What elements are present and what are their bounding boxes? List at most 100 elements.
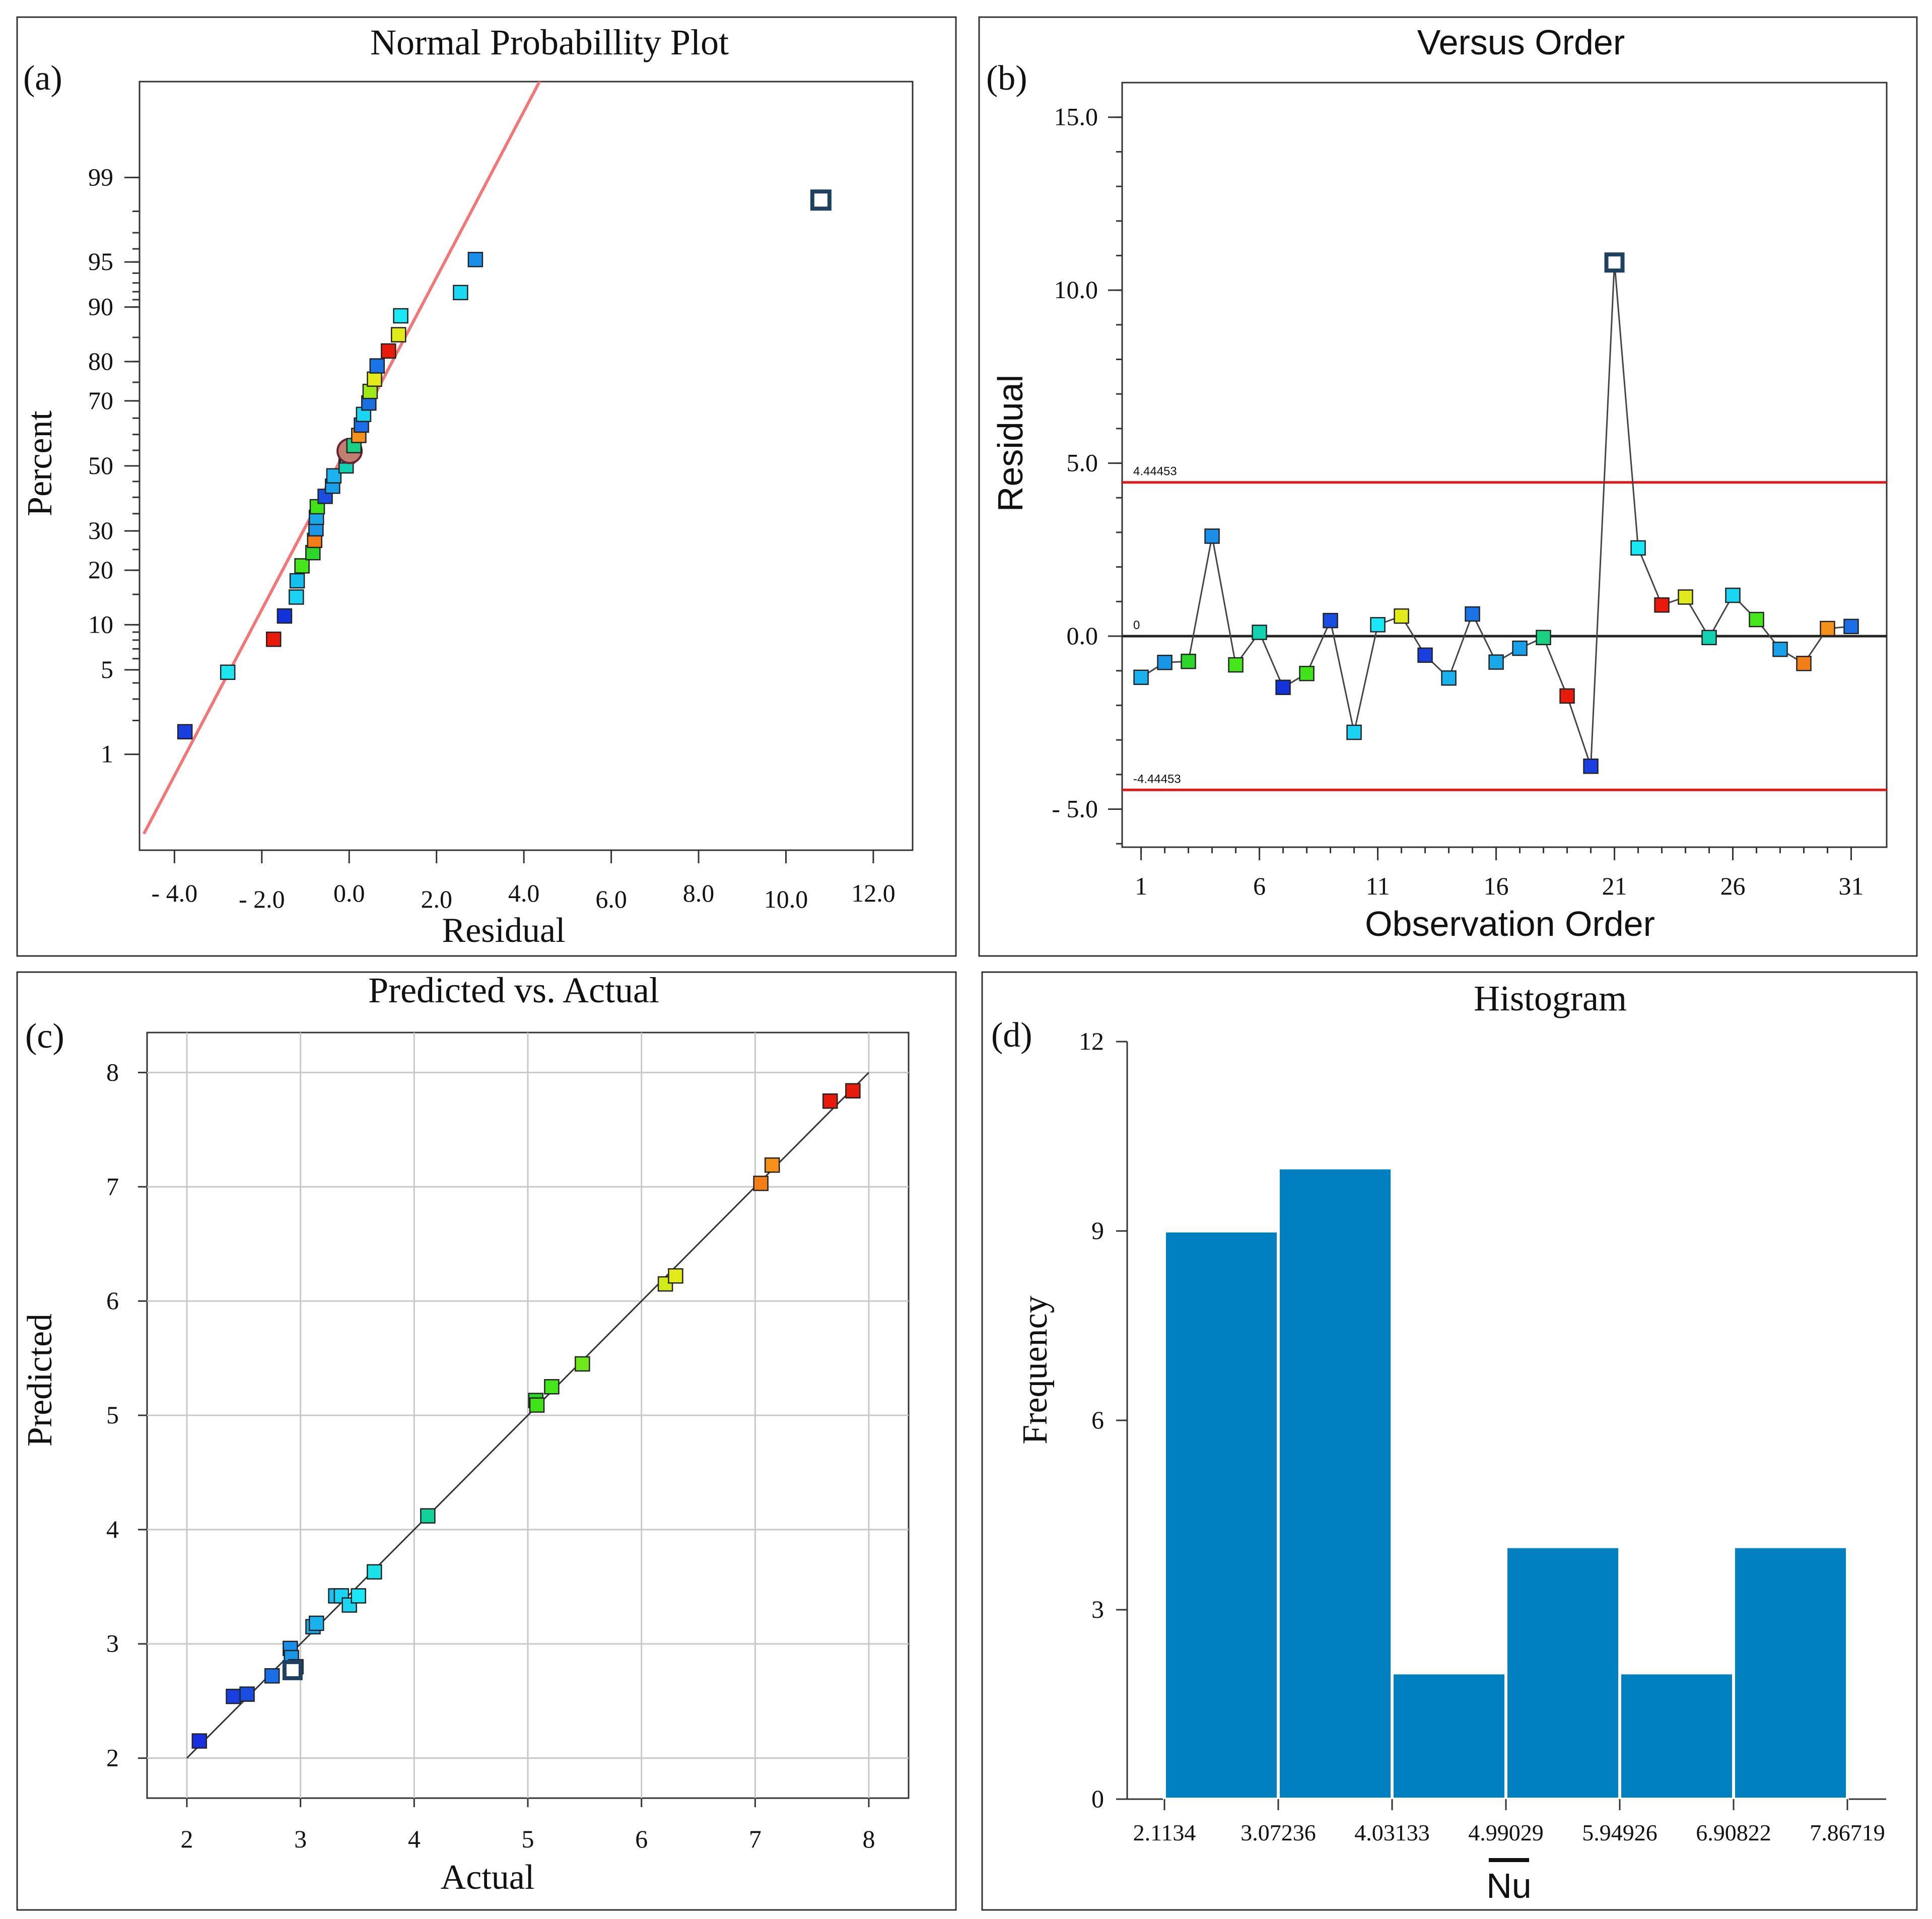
panel-b-point	[1772, 641, 1788, 657]
panel-b-series	[1133, 252, 1859, 774]
panel-b-lower-limit-label: -4.44453	[1133, 772, 1181, 786]
panel-c-point	[845, 1083, 861, 1099]
panel-b-y-ticks: - 5.0 0.0 5.0 10.0 15.0	[1052, 103, 1122, 845]
panel-c-y-tick-label: 7	[106, 1172, 119, 1200]
panel-a-x-tick-label: 10.0	[764, 885, 808, 913]
panel-a-y-tick-label: 70	[88, 386, 113, 415]
panel-a-x-tick-label: 4.0	[508, 879, 540, 907]
panel-d-y-tick-label: 12	[1079, 1027, 1104, 1055]
panel-c-point	[420, 1508, 436, 1524]
panel-b-control-limits: 4.44453 -4.44453 0	[1122, 465, 1887, 791]
panel-a-point	[220, 664, 236, 680]
panel-c-x-tick-label: 5	[522, 1825, 534, 1853]
panel-d: Histogram (d) 0 3 6 9 12 2.1134 3.07236 4.03133…	[981, 971, 1918, 1911]
panel-b-border	[978, 16, 1918, 957]
panel-c-point	[191, 1733, 208, 1749]
panel-d-x-tick-label: 5.94926	[1582, 1820, 1658, 1845]
panel-b-x-tick-label: 21	[1602, 872, 1627, 900]
panel-c-point	[239, 1686, 255, 1702]
panel-c-y-tick-label: 2	[106, 1744, 119, 1772]
panel-b-point	[1820, 621, 1835, 637]
panel-c-title: Predicted vs. Actual	[368, 970, 659, 1010]
panel-d-y-tick-label: 0	[1091, 1785, 1104, 1813]
panel-c-points	[191, 1083, 861, 1749]
panel-b-point	[1796, 656, 1812, 671]
panel-c-x-tick-label: 7	[749, 1825, 762, 1853]
panel-c-point	[764, 1157, 780, 1173]
panel-a-point	[381, 343, 396, 359]
panel-a-x-tick-label: - 4.0	[152, 879, 198, 907]
panel-c-y-tick-label: 6	[106, 1286, 119, 1315]
panel-b-point	[1204, 528, 1220, 544]
panel-b-label: (b)	[986, 59, 1027, 98]
panel-d-bar	[1163, 1229, 1280, 1801]
panel-b-point	[1701, 630, 1717, 646]
panel-b-point	[1181, 653, 1196, 669]
panel-b-x-tick-label: 11	[1365, 872, 1390, 900]
panel-b-point	[1252, 625, 1267, 640]
panel-b-point	[1536, 630, 1551, 646]
panel-b: Versus Order (b) 4.44453 -4.44453 0 - 5.0 0…	[978, 16, 1918, 957]
panel-c-point	[367, 1564, 382, 1580]
panel-a-y-tick-label: 80	[88, 347, 113, 375]
panel-d-y-tick-label: 6	[1091, 1406, 1104, 1434]
panel-c-ticks: 2 3 4 5 6 7 8 2 3 4 5 6 7 8	[106, 1058, 875, 1853]
panel-b-y-tick-label: 0.0	[1067, 622, 1098, 650]
panel-b-upper-limit-label: 4.44453	[1133, 465, 1177, 478]
panel-a-y-tick-label: 30	[88, 516, 113, 544]
panel-a-x-tick-label: 2.0	[421, 885, 452, 913]
panel-c-point	[309, 1615, 324, 1631]
panel-d-x-tick-label: 4.99029	[1468, 1820, 1544, 1845]
panel-a-x-tick-label: 8.0	[683, 879, 715, 907]
panel-b-point	[1228, 657, 1244, 673]
panel-a-y-tick-label: 5	[101, 655, 113, 683]
panel-b-point	[1299, 665, 1315, 681]
panel-d-bars	[1163, 1166, 1849, 1801]
panel-b-center-label: 0	[1133, 619, 1140, 632]
panel-b-point	[1133, 669, 1149, 685]
panel-b-point	[1346, 724, 1362, 740]
panel-a-point	[294, 558, 310, 574]
panel-a-x-tick-label: 0.0	[333, 879, 365, 907]
panel-b-y-axis-label: Residual	[991, 375, 1030, 512]
panel-b-point	[1157, 654, 1172, 670]
panel-a-point	[393, 308, 408, 324]
panel-a-point	[367, 371, 382, 387]
panel-a-y-tick-label: 90	[88, 293, 113, 321]
panel-a-border	[16, 16, 957, 957]
panel-d-bar	[1277, 1166, 1394, 1801]
panel-b-point	[1678, 589, 1693, 605]
panel-a-x-axis-label: Residual	[442, 911, 566, 950]
panel-d-y-tick-label: 3	[1091, 1595, 1104, 1623]
panel-c-point	[575, 1356, 590, 1372]
panel-d-label: (d)	[991, 1016, 1032, 1055]
panel-c-y-tick-label: 8	[106, 1058, 119, 1086]
panel-a-y-tick-label: 95	[88, 247, 113, 276]
panel-a-point	[453, 285, 468, 301]
panel-a-x-tick-label: 6.0	[595, 885, 627, 913]
panel-d-bar	[1504, 1545, 1621, 1801]
panel-c-x-tick-label: 2	[180, 1825, 193, 1853]
panel-b-point	[1323, 612, 1338, 629]
panel-b-point	[1275, 679, 1291, 695]
panel-c-point	[544, 1379, 560, 1395]
panel-a-y-ticks: 1 5 10 20 30 50 70 80 90 95 99	[88, 163, 140, 768]
panel-b-point	[1394, 608, 1409, 624]
panel-b-point	[1488, 654, 1504, 670]
panel-d-bar	[1732, 1545, 1849, 1801]
panel-a-x-tick-label: - 2.0	[239, 885, 285, 913]
panel-b-point	[1749, 611, 1764, 628]
panel-b-y-tick-label: - 5.0	[1052, 794, 1098, 823]
panel-b-point	[1370, 617, 1386, 633]
panel-a-y-tick-label: 20	[88, 556, 113, 584]
panel-c-label: (c)	[25, 1017, 64, 1056]
panel-b-x-ticks: 1 6 11 16 21 26 31	[1135, 847, 1864, 900]
panel-c-x-tick-label: 8	[863, 1825, 875, 1853]
panel-a-points	[177, 189, 832, 740]
panel-b-y-tick-label: 15.0	[1054, 103, 1098, 131]
panel-d-x-tick-label: 4.03133	[1354, 1820, 1430, 1845]
panel-d-bar	[1618, 1671, 1735, 1801]
panel-b-x-tick-label: 6	[1253, 872, 1266, 900]
panel-d-y-tick-label: 9	[1091, 1216, 1104, 1245]
panel-d-bar	[1391, 1671, 1507, 1801]
